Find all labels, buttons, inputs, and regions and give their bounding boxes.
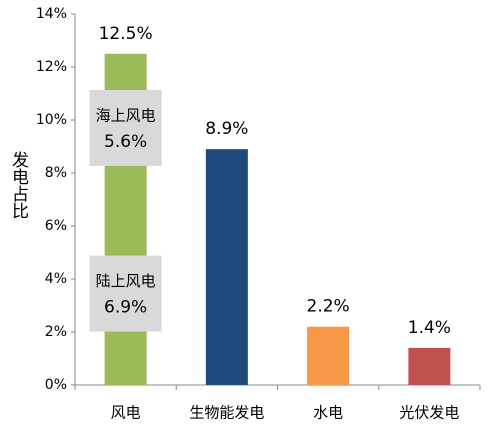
value-label: 2.2% bbox=[307, 297, 350, 317]
y-tick-label: 12% bbox=[36, 59, 67, 75]
y-tick-label: 4% bbox=[45, 271, 67, 287]
segment-box bbox=[89, 89, 162, 166]
segment-box bbox=[89, 255, 162, 332]
y-tick-label: 10% bbox=[36, 112, 67, 128]
x-tick-label: 光伏发电 bbox=[399, 404, 459, 422]
segment-name: 海上风电 bbox=[96, 106, 156, 124]
x-tick-label: 水电 bbox=[313, 404, 343, 422]
bar bbox=[205, 149, 248, 385]
y-tick-label: 14% bbox=[36, 6, 67, 22]
y-axis-label: 发电占比 bbox=[8, 151, 29, 219]
value-label: 8.9% bbox=[205, 119, 248, 139]
segment-value: 6.9% bbox=[104, 298, 147, 318]
bar bbox=[408, 347, 451, 385]
value-label: 12.5% bbox=[99, 24, 153, 44]
segment-name: 陆上风电 bbox=[96, 272, 156, 290]
y-tick-label: 8% bbox=[45, 165, 67, 181]
segment-value: 5.6% bbox=[104, 132, 147, 152]
y-tick-label: 6% bbox=[45, 218, 67, 234]
bar bbox=[307, 326, 350, 385]
value-label: 1.4% bbox=[408, 318, 451, 338]
y-tick-label: 2% bbox=[45, 324, 67, 340]
x-tick-label: 风电 bbox=[111, 404, 141, 422]
x-tick-label: 生物能发电 bbox=[189, 404, 264, 422]
y-tick-label: 0% bbox=[45, 377, 67, 393]
